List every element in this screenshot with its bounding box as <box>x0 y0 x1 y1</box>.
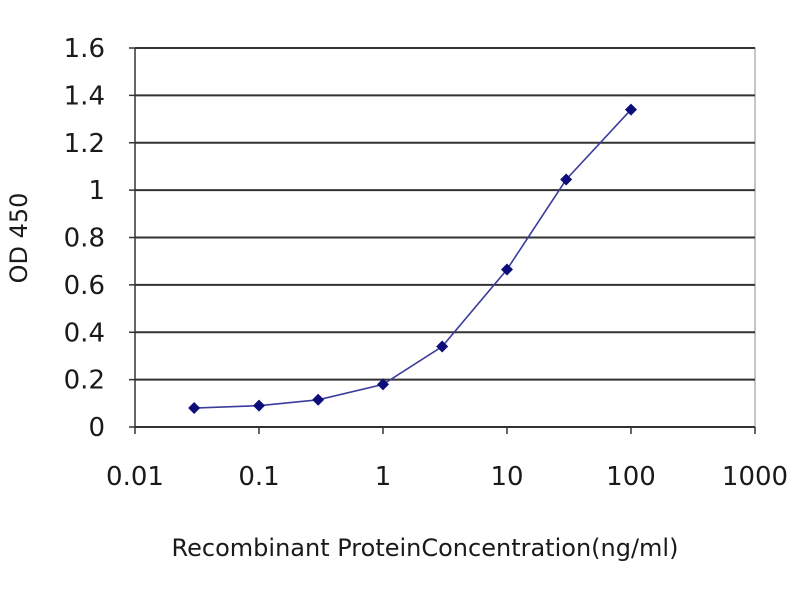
y-tick-label: 0.2 <box>64 366 105 396</box>
y-tick-label: 1.2 <box>64 129 105 159</box>
x-tick-label: 1000 <box>722 462 788 492</box>
series-line <box>194 109 632 409</box>
x-tick-label: 0.01 <box>106 462 164 492</box>
data-point-marker <box>312 393 325 406</box>
grid-layer <box>134 47 756 428</box>
data-point-marker <box>501 263 513 276</box>
x-tick-label: 100 <box>606 462 656 492</box>
label-layer: 0 0.2 0.4 0.6 0.8 1 1.2 1.4 1.6 0.01 0.1 1 10 100 1000 <box>64 34 788 492</box>
y-tick-label: 1.4 <box>64 81 105 111</box>
data-point-marker <box>377 378 389 391</box>
y-axis-title: OD 450 <box>5 193 33 284</box>
data-point-marker <box>625 103 637 116</box>
y-tick-label: 1.6 <box>64 34 105 64</box>
x-tick-label: 0.1 <box>238 462 279 492</box>
y-tick-label: 0.4 <box>64 318 105 348</box>
y-tick-label: 1 <box>88 176 105 206</box>
x-axis-title: Recombinant ProteinConcentration(ng/ml) <box>172 534 679 562</box>
axis-layer <box>129 47 756 434</box>
y-tick-label: 0.8 <box>64 224 105 254</box>
series-layer <box>188 103 637 415</box>
y-tick-label: 0.6 <box>64 271 105 301</box>
data-point-marker <box>436 340 449 353</box>
x-tick-label: 10 <box>490 462 523 492</box>
data-point-marker <box>253 399 265 412</box>
y-tick-label: 0 <box>88 413 105 443</box>
data-point-marker <box>188 402 201 415</box>
data-point-marker <box>560 173 573 186</box>
x-tick-label: 1 <box>375 462 392 492</box>
